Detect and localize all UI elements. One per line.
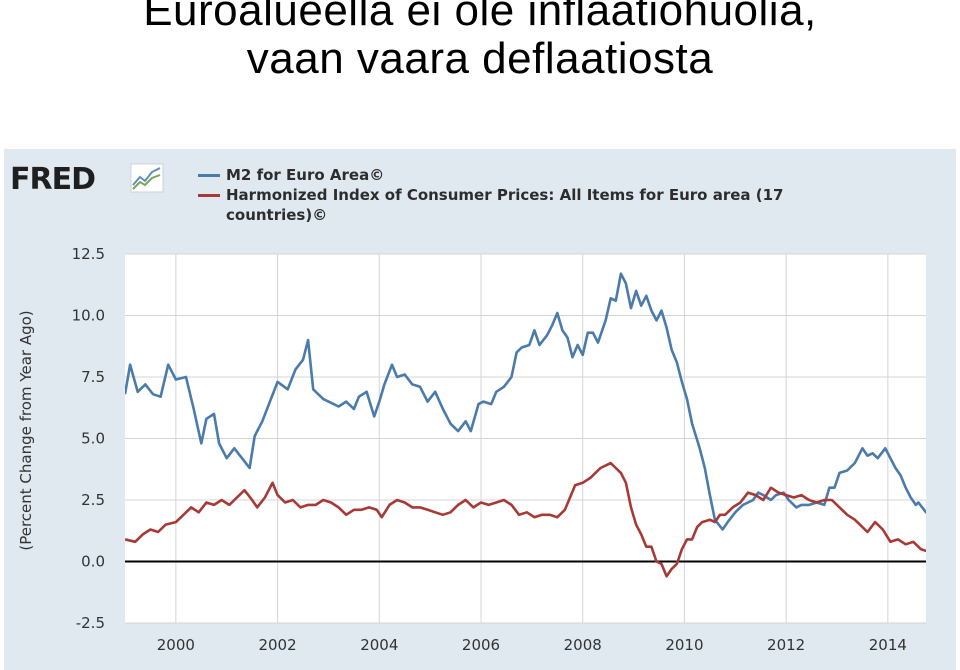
x-tick-label: 2012 (767, 636, 805, 654)
y-tick-label: 12.5 (72, 245, 105, 263)
y-tick-label: 7.5 (81, 368, 105, 386)
legend-swatch-m2 (198, 174, 220, 177)
x-tick-label: 2002 (258, 636, 296, 654)
x-tick-label: 2000 (157, 636, 195, 654)
chart-legend: M2 for Euro Area© Harmonized Index of Co… (196, 165, 866, 225)
x-tick-label: 2004 (360, 636, 398, 654)
legend-label-hicp: Harmonized Index of Consumer Prices: All… (226, 186, 784, 224)
legend-label-m2: M2 for Euro Area© (226, 166, 385, 184)
slide-title-line-2: vaan vaara deflaatiosta (246, 34, 714, 83)
legend-item-hicp: Harmonized Index of Consumer Prices: All… (196, 185, 866, 225)
series-line-m2 (125, 272, 926, 531)
legend-swatch-hicp (198, 194, 220, 197)
legend-item-m2: M2 for Euro Area© (196, 165, 866, 185)
line-chart: 12.5 10.0 7.5 5.0 2.5 0.0 -2.5 2000 2002 2004 2006… (17, 245, 926, 654)
fred-logo: FRED (10, 162, 96, 197)
y-tick-label: 5.0 (81, 430, 105, 448)
x-tick-label: 2008 (564, 636, 602, 654)
y-tick-label: 0.0 (81, 553, 105, 571)
x-tick-label: 2006 (462, 636, 500, 654)
y-tick-label: -2.5 (76, 614, 105, 632)
slide-title-line-1: Euroalueella ei ole inflaatiohuolia, (143, 0, 817, 35)
slide-title: Euroalueella ei ole inflaatiohuolia, vaa… (0, 0, 960, 82)
y-tick-label: 2.5 (81, 491, 105, 509)
fred-chart-icon (130, 163, 164, 193)
chart-panel: FRED M2 for Euro Area© Harmonized Index … (4, 149, 956, 670)
x-tick-label: 2014 (869, 636, 907, 654)
x-tick-label: 2010 (665, 636, 703, 654)
series-line-hicp (125, 461, 926, 578)
y-axis-label: (Percent Change from Year Ago) (17, 310, 35, 550)
y-tick-label: 10.0 (72, 307, 105, 325)
